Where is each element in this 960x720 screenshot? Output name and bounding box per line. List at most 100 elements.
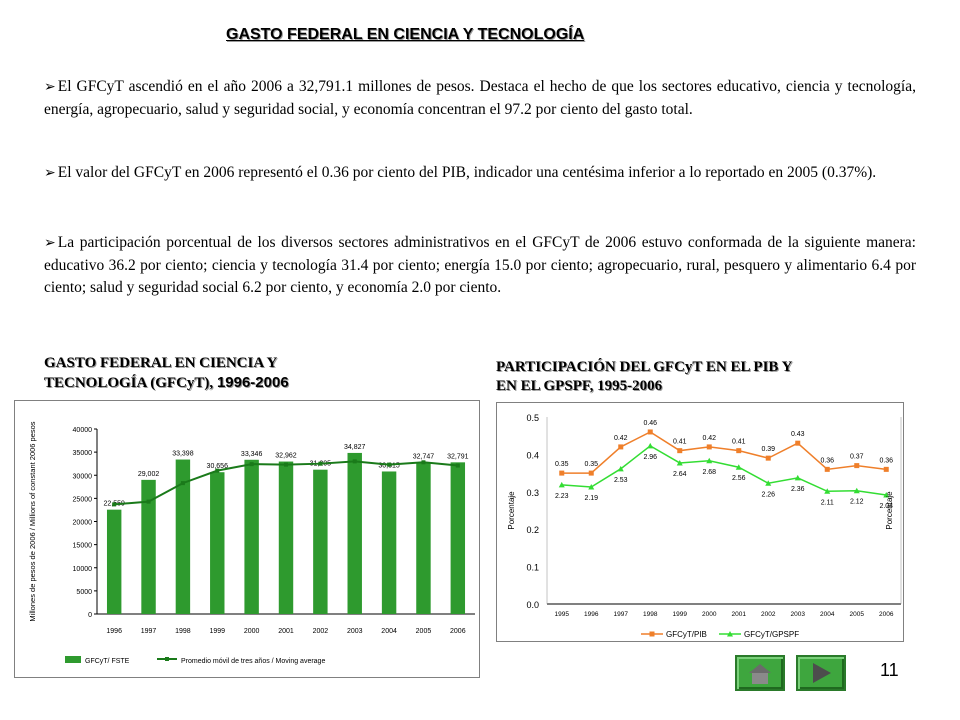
gpspf-point — [676, 459, 683, 466]
pib-point — [559, 470, 565, 476]
gpspf-value-label: 2.23 — [555, 493, 569, 500]
legend-line-label: Promedio móvil de tres años / Moving ave… — [181, 658, 325, 665]
x-tick-label: 2003 — [791, 611, 806, 618]
bar-2000 — [244, 459, 259, 614]
right-caption-line1: PARTICIPACIÓN DEL GFCyT EN EL PIB Y — [496, 359, 793, 375]
legend-gpspf-marker — [727, 631, 733, 637]
bar-2003 — [347, 452, 362, 614]
gpspf-point — [735, 464, 742, 470]
bar-1996 — [106, 509, 122, 614]
bar-1998 — [175, 459, 191, 614]
home-button[interactable] — [735, 655, 785, 691]
legend-bar-swatch — [65, 656, 81, 663]
bar-1997 — [141, 479, 156, 614]
next-button[interactable] — [796, 655, 846, 691]
pib-point — [824, 466, 830, 472]
right-caption-line2: EN EL GPSPF, 1995-2006 — [496, 378, 663, 394]
paragraph-3-text: La participación porcentual de los diver… — [44, 234, 916, 296]
left-caption-line2: TECNOLOGÍA (GFCyT), — [44, 375, 217, 391]
pib-gpspf-line-chart-panel: 0.00.10.20.30.40.50.00.51.01.52.02.53.03… — [496, 402, 918, 642]
pib-point — [647, 429, 653, 435]
x-tick-label: 2001 — [732, 611, 747, 618]
pib-value-label: 0.35 — [584, 461, 598, 468]
left-y-tick-label: 0.2 — [526, 525, 539, 535]
gpspf-point — [647, 442, 654, 449]
pib-value-label: 0.36 — [820, 457, 834, 464]
arrow-bullet-icon: ➢ — [44, 166, 56, 181]
moving-average-point — [387, 462, 392, 467]
pib-value-label: 0.41 — [732, 439, 746, 446]
gpspf-value-label: 2.96 — [643, 454, 657, 461]
pib-value-label: 0.43 — [791, 431, 805, 438]
y-tick-label: 0 — [88, 612, 92, 619]
moving-average-point — [249, 462, 254, 467]
gfcyt-bar-chart: 0 5000 10000 15000 20000 25000 30000 35000 40000… — [28, 421, 475, 665]
bar-2006 — [450, 462, 466, 614]
pib-point — [706, 444, 712, 450]
gpspf-value-label: 2.19 — [584, 495, 598, 502]
moving-average-point — [215, 468, 220, 473]
x-tick-label: 1997 — [614, 611, 629, 618]
bar-value-label: 33,398 — [172, 451, 194, 458]
x-tick-label: 2005 — [416, 628, 432, 635]
moving-average-point — [180, 481, 185, 486]
legend-bar-label: GFCyT/ FSTE — [85, 658, 130, 665]
bar-value-label: 30,656 — [207, 463, 229, 470]
left-caption-years: 1996-2006 — [216, 374, 289, 391]
pib-point — [765, 455, 771, 461]
x-tick-label: 1998 — [643, 611, 658, 618]
arrow-bullet-icon: ➢ — [44, 236, 56, 251]
pib-point — [795, 440, 801, 446]
pib-point — [677, 448, 683, 454]
gpspf-value-label: 2.68 — [702, 469, 716, 476]
x-tick-label: 1998 — [175, 628, 191, 635]
right-y-axis-label: Porcentaje — [885, 491, 894, 530]
bar-value-label: 32,791 — [447, 453, 469, 460]
gpspf-point — [794, 474, 801, 481]
bar-2002 — [313, 469, 328, 614]
y-tick-label: 35000 — [73, 450, 93, 457]
gpspf-value-label: 2.64 — [673, 471, 687, 478]
moving-average-point — [318, 461, 323, 466]
pib-gpspf-line-chart: 0.00.10.20.30.40.50.00.51.01.52.02.53.03… — [507, 413, 918, 639]
legend-pib-label: GFCyT/PIB — [666, 630, 707, 639]
gpspf-point — [883, 492, 890, 498]
left-chart-caption: GASTO FEDERAL EN CIENCIA Y TECNOLOGÍA (G… — [44, 354, 289, 393]
left-y-tick-label: 0.1 — [526, 563, 539, 573]
moving-average-point — [455, 463, 460, 468]
moving-average-point — [284, 462, 288, 467]
paragraph-2-text: El valor del GFCyT en 2006 representó el… — [57, 164, 877, 181]
home-icon — [749, 664, 771, 684]
pib-point — [588, 470, 594, 476]
gpspf-series-line — [561, 444, 887, 496]
moving-average-point — [352, 459, 357, 464]
gpspf-value-label: 2.11 — [821, 499, 834, 506]
moving-average-point — [146, 499, 151, 504]
bar-value-label: 34,827 — [344, 444, 366, 451]
gpspf-point — [617, 465, 624, 472]
y-tick-label: 30000 — [73, 473, 93, 480]
x-tick-label: 2002 — [761, 611, 776, 618]
bar-value-label: 32,962 — [275, 453, 297, 460]
pib-point — [618, 444, 624, 450]
page-number: 11 — [880, 660, 899, 680]
gpspf-point — [765, 480, 772, 486]
gpspf-point — [558, 481, 565, 488]
left-y-tick-label: 0.5 — [526, 413, 539, 423]
legend-line-marker — [165, 657, 169, 661]
x-tick-label: 1996 — [106, 628, 122, 635]
legend-pib-marker — [649, 631, 655, 637]
y-tick-label: 25000 — [73, 496, 93, 503]
left-y-axis-label: Porcentaje — [507, 491, 516, 530]
gpspf-value-label: 2.26 — [761, 491, 775, 498]
bar-2001 — [278, 461, 294, 614]
x-tick-label: 2000 — [244, 628, 260, 635]
paragraph-1: ➢ El GFCyT ascendió en el año 2006 a 32,7… — [44, 76, 916, 121]
pib-value-label: 0.42 — [702, 435, 716, 442]
y-tick-label: 15000 — [73, 543, 93, 550]
gpspf-value-label: 2.36 — [791, 486, 805, 493]
pib-value-label: 0.35 — [555, 461, 569, 468]
left-y-tick-label: 0.3 — [526, 488, 539, 498]
x-tick-label: 2006 — [879, 611, 894, 618]
arrow-bullet-icon: ➢ — [44, 80, 56, 95]
